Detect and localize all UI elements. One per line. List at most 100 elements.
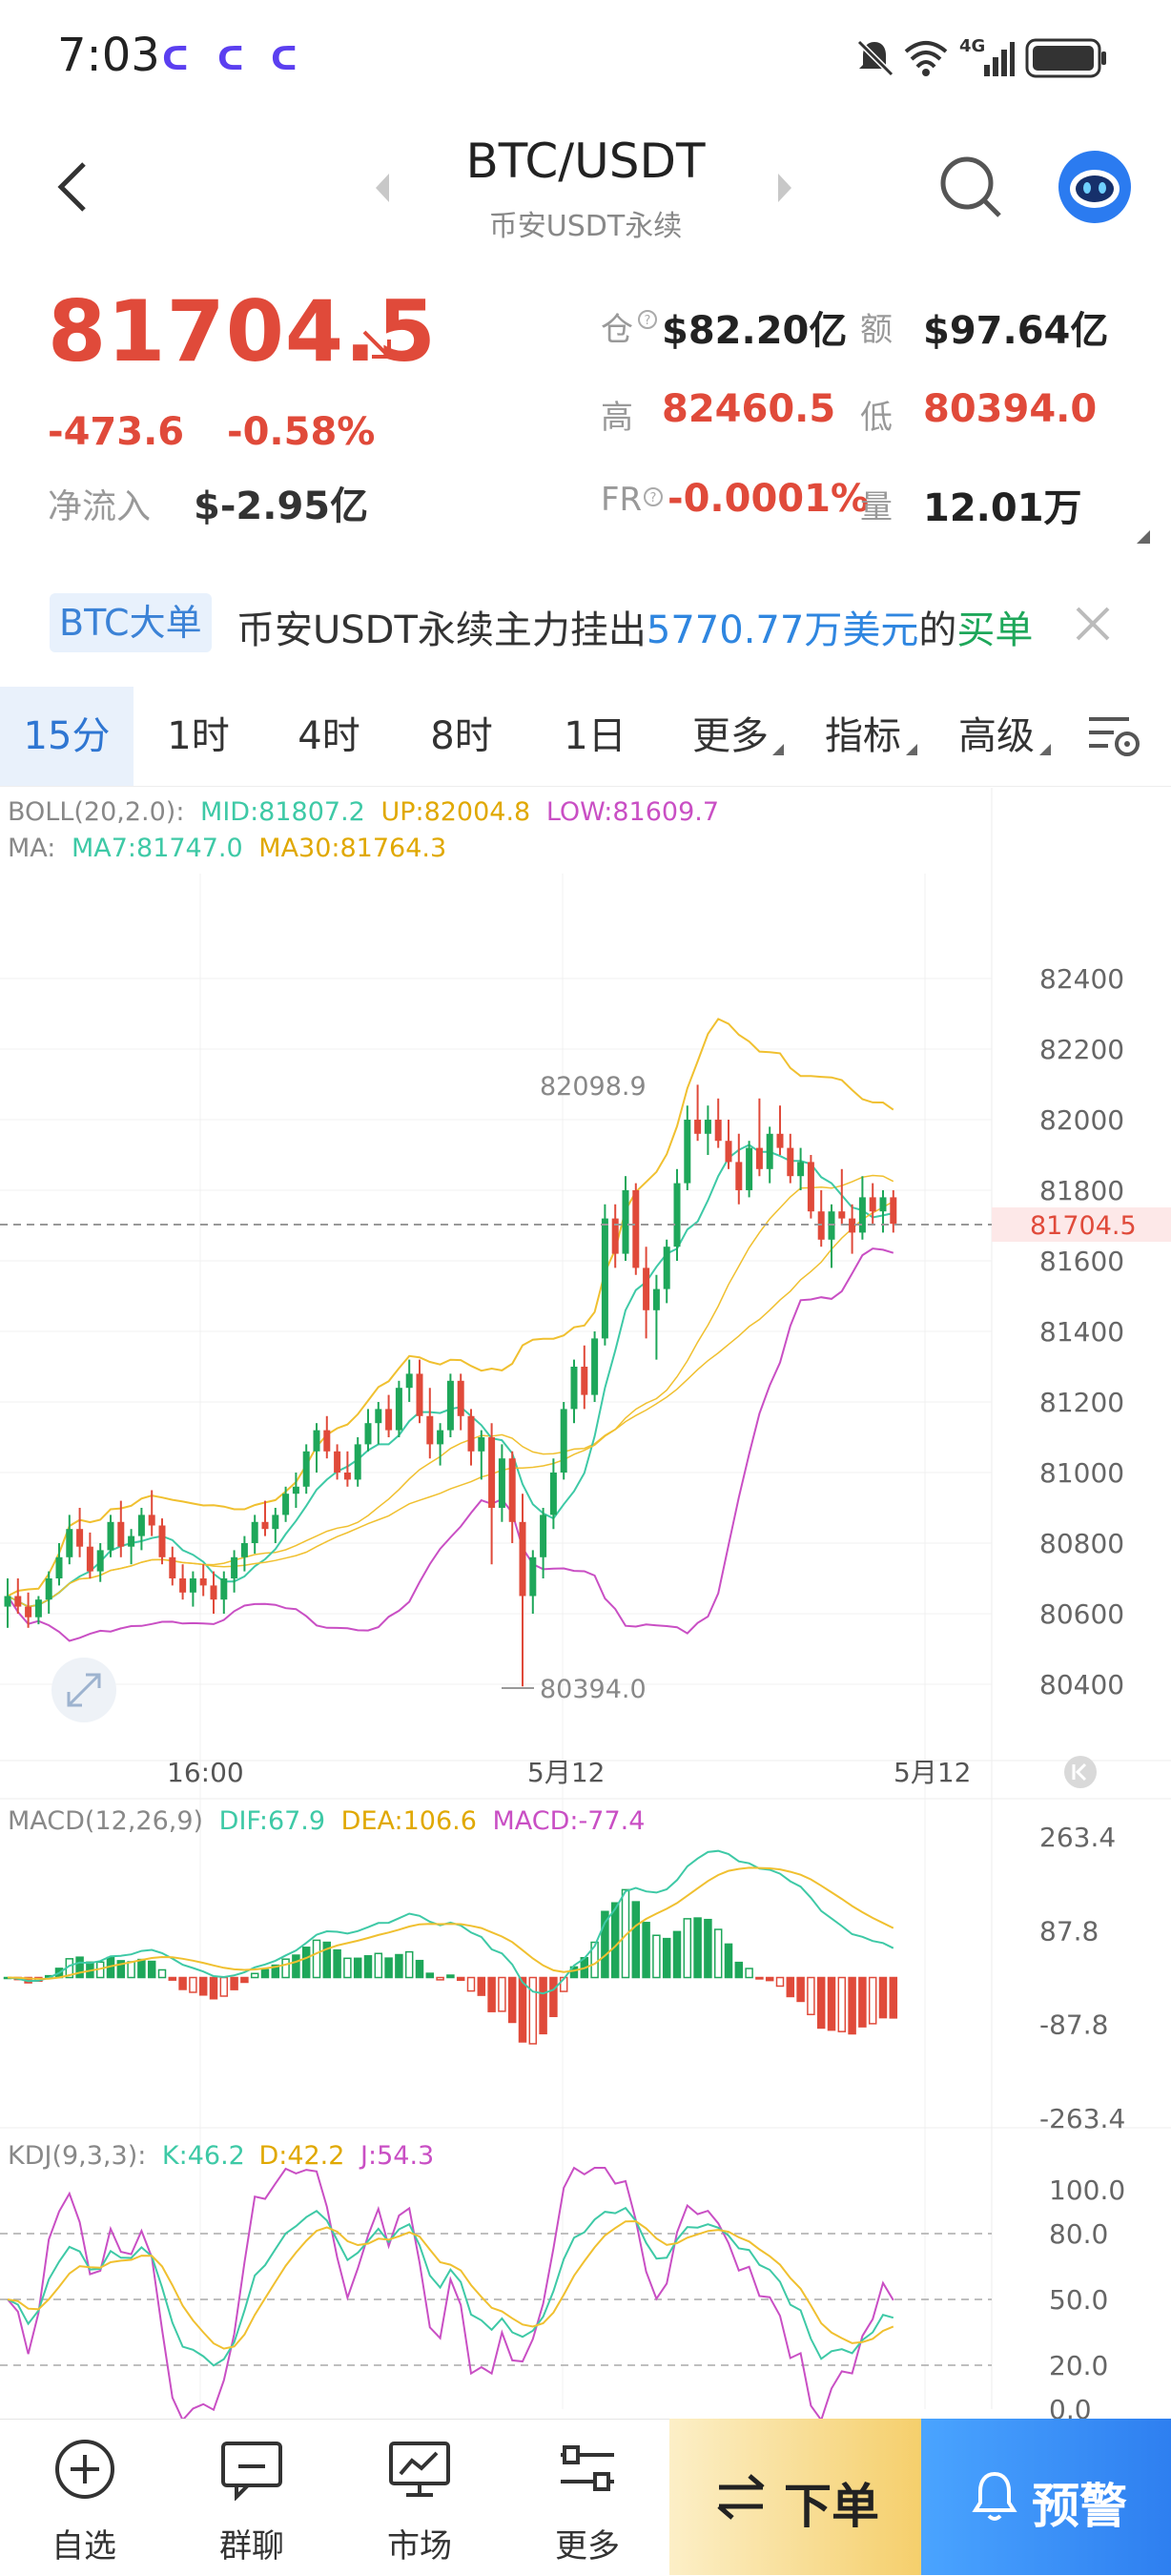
candle-body [86, 1546, 93, 1572]
tab-4h[interactable]: 4时 [298, 714, 360, 758]
macd-bar [724, 1943, 733, 1979]
kline-chart[interactable]: BOLL(20,2.0): MID:81807.2 UP:82004.8 LOW… [0, 788, 1171, 2419]
kdj-j-line [7, 2166, 894, 2419]
candle-body [519, 1521, 526, 1597]
candle-body [405, 1373, 413, 1389]
candle-body [714, 1120, 722, 1142]
tab-advanced[interactable]: 高级 [958, 714, 1035, 758]
nav-market[interactable]: 市场 [336, 2419, 503, 2575]
ma-legend-name: MA: [8, 834, 55, 863]
macd-bar [343, 1957, 352, 1979]
nav-group-chat[interactable]: 群聊 [168, 2419, 336, 2575]
candle-body [282, 1494, 290, 1515]
assistant-bot-icon[interactable] [1057, 149, 1133, 225]
macd-bar [137, 1958, 146, 1979]
boll-mid: MID:81807.2 [200, 797, 365, 827]
kdj-y-tick-label: 80.0 [1049, 2218, 1108, 2250]
pair-title[interactable]: BTC/USDT [465, 134, 706, 189]
info-icon[interactable]: ? [643, 486, 664, 507]
network-type: 4G [959, 36, 986, 56]
volume-label: 量 [860, 488, 893, 526]
macd-bar [415, 1959, 424, 1979]
candle-body [560, 1409, 567, 1473]
y-tick-label: 82200 [1039, 1034, 1124, 1065]
kdj-y-tick-label: 50.0 [1049, 2284, 1108, 2316]
ma7-value: MA7:81747.0 [72, 834, 243, 863]
candle-body [169, 1556, 176, 1578]
macd-bar [796, 1976, 805, 2003]
macd-bar [590, 1941, 599, 1979]
candle-body [838, 1211, 846, 1219]
kdj-k: K:46.2 [162, 2141, 245, 2171]
price-alert-label: 预警 [1032, 2479, 1127, 2534]
macd-bar [683, 1918, 692, 1979]
macd-bar [734, 1961, 744, 1979]
chat-icon [221, 2442, 282, 2501]
tab-1h[interactable]: 1时 [167, 714, 230, 758]
y-tick-label: 81200 [1039, 1387, 1124, 1418]
candle-body [663, 1247, 670, 1289]
macd-bar [219, 1976, 229, 1997]
kdj-legend: KDJ(9,3,3): K:46.2 D:42.2 J:54.3 [8, 2141, 434, 2171]
back-icon[interactable] [53, 158, 92, 216]
tab-15m[interactable]: 15分 [0, 687, 134, 786]
macd-bar [271, 1964, 280, 1979]
kdj-y-tick-label: 100.0 [1049, 2174, 1125, 2206]
nav-more[interactable]: 更多 [503, 2419, 671, 2575]
macd-bar [816, 1976, 826, 2030]
macd-bar [189, 1976, 197, 1993]
candle-body [158, 1525, 166, 1557]
candle-body [652, 1288, 660, 1310]
place-order-button[interactable]: 下单 [669, 2419, 921, 2575]
wifi-icon [904, 41, 948, 76]
candle-body [199, 1578, 207, 1586]
scroll-to-latest-icon[interactable] [1064, 1756, 1097, 1788]
funding-rate-value: -0.0001% [668, 477, 870, 521]
fullscreen-icon[interactable] [51, 1658, 116, 1722]
candles [4, 1084, 897, 1687]
candle-body [107, 1521, 114, 1551]
candle-body [797, 1162, 805, 1177]
plus-circle-icon [55, 2440, 114, 2499]
candle-body [498, 1458, 505, 1508]
candle-body [858, 1197, 866, 1233]
kdj-k-line [7, 2206, 894, 2367]
candle-body [611, 1218, 619, 1254]
expand-corner-icon[interactable] [1137, 530, 1150, 544]
close-icon[interactable] [1074, 605, 1112, 643]
tab-more[interactable]: 更多 [692, 714, 769, 758]
y-tick-label: 80800 [1039, 1528, 1124, 1559]
y-tick-label: 82400 [1039, 963, 1124, 995]
candle-body [581, 1367, 588, 1395]
kdj-panel: 100.0 80.0 50.0 20.0 0.0 [0, 2166, 1125, 2419]
search-icon[interactable] [936, 153, 1005, 221]
prev-pair-icon[interactable] [374, 172, 393, 204]
tab-indicators[interactable]: 指标 [825, 714, 901, 758]
swap-arrows-icon [717, 2474, 765, 2520]
macd-legend: MACD(12,26,9) DIF:67.9 DEA:106.6 MACD:-7… [8, 1806, 645, 1836]
dropdown-corner-icon [1039, 744, 1051, 755]
info-icon[interactable]: ? [637, 309, 658, 330]
candle-body [272, 1515, 279, 1530]
macd-dif: DIF:67.9 [219, 1806, 325, 1836]
candle-body [540, 1515, 547, 1557]
candle-body [704, 1120, 711, 1134]
dropdown-corner-icon [772, 744, 784, 755]
kdj-d: D:42.2 [258, 2141, 344, 2171]
candle-body [179, 1578, 187, 1593]
next-pair-icon[interactable] [774, 172, 793, 204]
macd-bar [425, 1972, 435, 1979]
chart-settings-icon[interactable] [1085, 711, 1142, 761]
macd-bar [198, 1976, 208, 1996]
nav-watchlist[interactable]: 自选 [0, 2419, 168, 2575]
price-alert-button[interactable]: 预警 [921, 2419, 1171, 2575]
candle-body [231, 1556, 238, 1578]
tab-1d[interactable]: 1日 [564, 714, 627, 758]
macd-bar [837, 1976, 847, 2032]
macd-bar [312, 1939, 321, 1979]
candle-body [735, 1162, 743, 1190]
macd-bar [209, 1976, 218, 2000]
macd-bar [260, 1968, 270, 1979]
tab-8h[interactable]: 8时 [430, 714, 493, 758]
dropdown-corner-icon [906, 744, 917, 755]
